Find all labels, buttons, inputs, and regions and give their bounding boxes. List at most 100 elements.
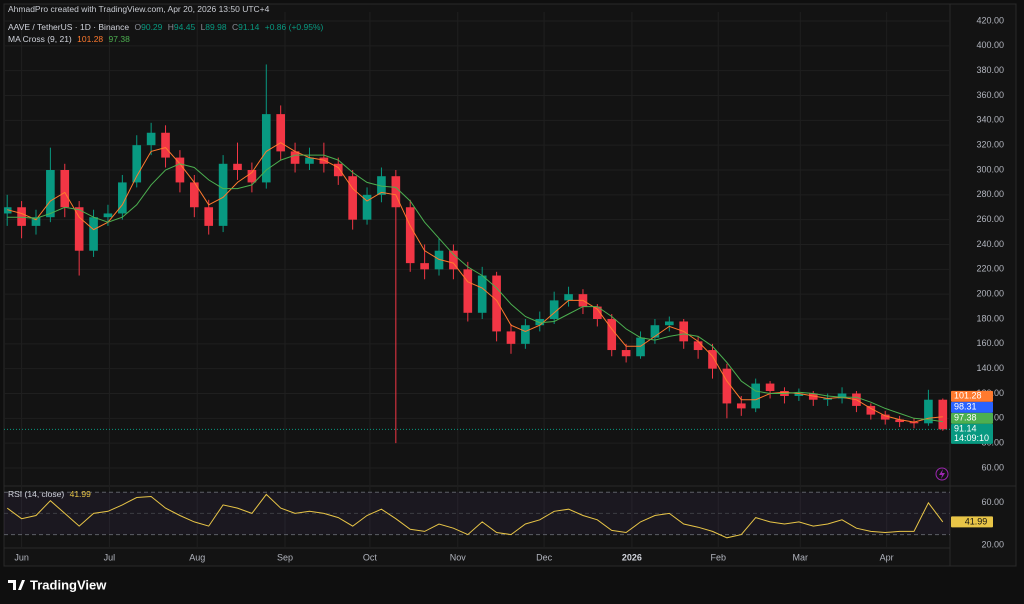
- ohlc-label: O: [134, 22, 142, 32]
- y-tick-label: 60.00: [981, 462, 1004, 472]
- logo: TradingView: [8, 577, 107, 592]
- y-tick-label: 400.00: [976, 40, 1004, 50]
- candle-body: [146, 132, 156, 146]
- ohlc-value: 91.14: [238, 22, 260, 32]
- countdown: 14:09:10: [954, 433, 989, 443]
- candle-body: [132, 145, 142, 183]
- alert-icon[interactable]: [935, 467, 949, 481]
- candle-body: [247, 170, 257, 183]
- candle-body: [420, 263, 429, 270]
- candle-body: [924, 399, 933, 424]
- candle-body: [190, 182, 199, 208]
- candle-body: [765, 383, 775, 392]
- candle-body: [204, 207, 214, 226]
- candle-body: [60, 170, 70, 208]
- price-tag: [951, 401, 993, 413]
- candle-body: [46, 170, 55, 218]
- rsi-legend: RSI (14, close) 41.99: [8, 489, 94, 499]
- y-tick-label: 200.00: [976, 289, 1004, 299]
- candle-body: [665, 321, 674, 326]
- indicator: MA Cross (9, 21): [8, 34, 72, 44]
- candle-body: [909, 422, 919, 424]
- x-tick-label: Nov: [450, 552, 467, 562]
- candle-body: [708, 350, 717, 369]
- candle-body: [233, 163, 242, 170]
- symbol: AAVE / TetherUS · 1D · Binance: [8, 22, 130, 32]
- grid: [4, 12, 950, 547]
- candle-body: [693, 341, 703, 351]
- y-tick-label: 340.00: [976, 115, 1004, 125]
- candle-body: [636, 337, 645, 357]
- candle-body: [895, 419, 904, 423]
- price-tag-label: 97.38: [954, 413, 977, 423]
- candle-body: [362, 194, 372, 220]
- y-tick-label: 220.00: [976, 264, 1004, 274]
- candle-body: [434, 250, 444, 270]
- y-tick-label: 320.00: [976, 140, 1004, 150]
- x-tick-label: Sep: [277, 552, 293, 562]
- ohlc-value: 94.45: [173, 22, 196, 32]
- ma-line: [7, 142, 943, 423]
- candle-body: [794, 393, 804, 396]
- y-tick-label: 140.00: [976, 363, 1004, 373]
- rsi-value: 41.99: [69, 489, 91, 499]
- y-tick-label: 60.00: [981, 497, 1004, 507]
- price-tag-label: 91.14: [954, 424, 977, 434]
- x-tick-label: Aug: [189, 552, 205, 562]
- x-tick-label: Jun: [14, 552, 29, 562]
- candle-body: [31, 217, 41, 226]
- y-tick-label: 420.00: [976, 15, 1004, 25]
- alert-bolt: [939, 469, 945, 479]
- candle-body: [290, 151, 300, 164]
- ohlc-label: C: [231, 22, 239, 32]
- y-tick-label: 160.00: [976, 338, 1004, 348]
- candle-body: [118, 182, 127, 214]
- candle-body: [866, 405, 876, 415]
- candles: [4, 64, 950, 444]
- x-tick-label: Mar: [793, 552, 809, 562]
- candle-body: [607, 319, 617, 351]
- rsi-tag: [951, 516, 993, 528]
- ohlc-label: L: [200, 22, 206, 32]
- candle-body: [161, 132, 170, 158]
- rsi-tag-label: 41.99: [965, 516, 988, 526]
- candle-body: [319, 157, 329, 164]
- candle-body: [175, 157, 185, 183]
- y-tick-label: 360.00: [976, 90, 1004, 100]
- ma-line: [7, 154, 943, 423]
- symbol-legend: AAVE / TetherUS · 1D · Binance O90.29 H9…: [8, 22, 326, 32]
- y-tick-label: 300.00: [976, 164, 1004, 174]
- candle-body: [89, 217, 98, 251]
- candle-body: [880, 414, 890, 420]
- price-tag: [951, 412, 993, 424]
- ma-value: 101.28: [77, 34, 104, 44]
- candle-body: [405, 207, 415, 264]
- candle-body: [333, 163, 343, 177]
- x-tick-label: 2026: [622, 552, 642, 562]
- logo-text: TradingView: [30, 577, 107, 592]
- candle-body: [449, 250, 458, 270]
- candle-body: [751, 383, 760, 409]
- candle-body: [377, 176, 386, 195]
- candle-body: [276, 114, 285, 152]
- candle-body: [535, 319, 545, 326]
- candle-body: [938, 399, 948, 430]
- candle-body: [722, 368, 732, 404]
- x-tick-label: Oct: [363, 552, 378, 562]
- ma-value: 97.38: [108, 34, 130, 44]
- x-tick-label: Jul: [104, 552, 116, 562]
- chart-frame: [3, 3, 1017, 567]
- candle-body: [477, 275, 487, 313]
- candle-body: [74, 207, 84, 251]
- price-tag-label: 101.28: [954, 391, 982, 401]
- ohlc-value: 89.98: [205, 22, 227, 32]
- candle-body: [837, 393, 847, 399]
- y-tick-label: 280.00: [976, 189, 1004, 199]
- y-tick-label: 180.00: [976, 313, 1004, 323]
- x-tick-label: Feb: [710, 552, 726, 562]
- candle-body: [218, 163, 228, 226]
- candle-body: [549, 300, 559, 319]
- candle-body: [736, 403, 746, 409]
